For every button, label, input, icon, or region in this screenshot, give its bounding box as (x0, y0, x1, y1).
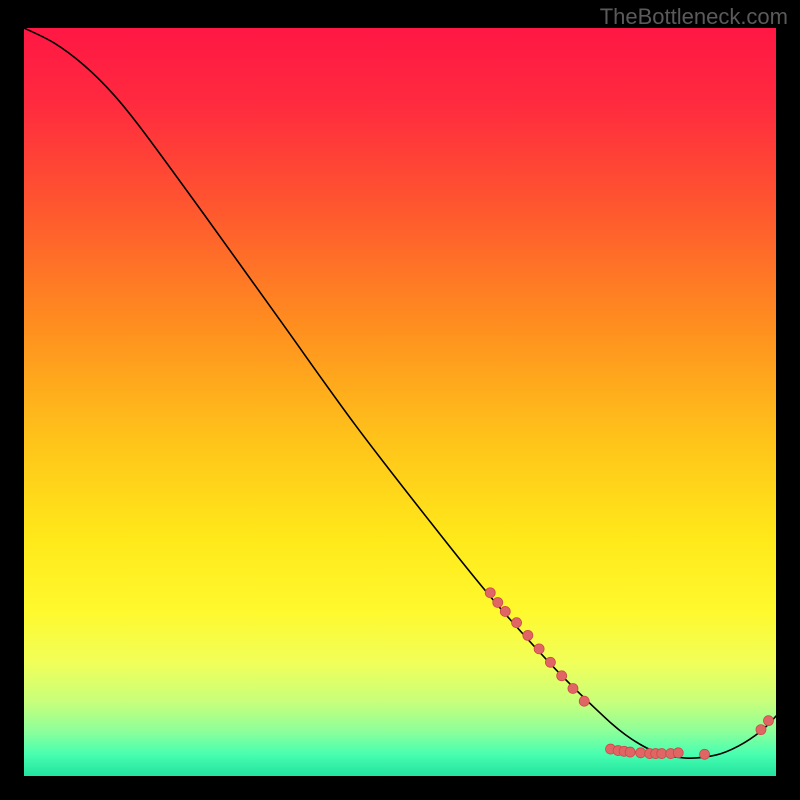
chart-background (24, 28, 776, 776)
data-marker (568, 683, 578, 693)
chart-container: TheBottleneck.com (0, 0, 800, 800)
data-marker (673, 748, 683, 758)
watermark-text: TheBottleneck.com (600, 4, 788, 30)
data-marker (493, 597, 503, 607)
data-marker (557, 671, 567, 681)
data-marker (657, 749, 667, 759)
data-marker (636, 748, 646, 758)
data-marker (534, 644, 544, 654)
data-marker (512, 618, 522, 628)
data-marker (485, 588, 495, 598)
data-marker (500, 606, 510, 616)
data-marker (756, 725, 766, 735)
bottleneck-curve-chart (0, 0, 800, 800)
data-marker (523, 630, 533, 640)
data-marker (700, 749, 710, 759)
data-marker (579, 696, 589, 706)
data-marker (625, 747, 635, 757)
data-marker (545, 657, 555, 667)
data-marker (763, 716, 773, 726)
